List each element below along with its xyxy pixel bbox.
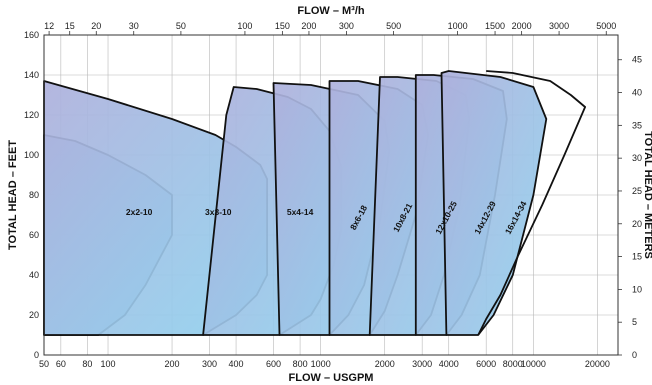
right-tick-label: 45 <box>632 55 642 65</box>
region-label-2x2-10: 2x2-10 <box>126 207 153 217</box>
top-tick-label: 200 <box>301 21 316 31</box>
top-tick-label: 15 <box>65 21 75 31</box>
plot-frame <box>43 34 619 356</box>
bottom-tick-label: 1000 <box>311 359 331 369</box>
top-tick-label: 5000 <box>596 21 616 31</box>
top-axis-title: FLOW – M³/h <box>297 5 364 17</box>
top-tick-label: 30 <box>129 21 139 31</box>
left-tick-label: 60 <box>29 230 39 240</box>
bottom-tick-label: 60 <box>56 359 66 369</box>
bottom-tick-label: 4000 <box>439 359 459 369</box>
top-tick-label: 300 <box>339 21 354 31</box>
left-tick-label: 0 <box>34 350 39 360</box>
top-tick-label: 1500 <box>485 21 505 31</box>
right-tick-label: 5 <box>632 317 637 327</box>
left-tick-label: 140 <box>24 70 39 80</box>
outer-boundary-curve <box>477 70 586 336</box>
right-tick-label: 25 <box>632 186 642 196</box>
bottom-tick-label: 800 <box>293 359 308 369</box>
top-tick-label: 3000 <box>549 21 569 31</box>
bottom-tick-label: 200 <box>165 359 180 369</box>
bottom-tick-label: 400 <box>229 359 244 369</box>
bottom-tick-label: 3000 <box>412 359 432 369</box>
right-tick-label: 40 <box>632 88 642 98</box>
bottom-tick-label: 6000 <box>476 359 496 369</box>
bottom-tick-label: 100 <box>101 359 116 369</box>
top-tick-label: 12 <box>44 21 54 31</box>
bottom-tick-label: 50 <box>39 359 49 369</box>
region-16x14-34 <box>440 70 548 336</box>
bottom-tick-label: 8000 <box>503 359 523 369</box>
bottom-tick-label: 300 <box>202 359 217 369</box>
left-tick-label: 120 <box>24 110 39 120</box>
right-tick-label: 20 <box>632 219 642 229</box>
region-label-3x3-10: 3x3-10 <box>205 207 232 217</box>
top-tick-label: 500 <box>386 21 401 31</box>
left-tick-label: 160 <box>24 30 39 40</box>
top-tick-label: 20 <box>91 21 101 31</box>
left-axis-title: TOTAL HEAD – FEET <box>7 140 19 250</box>
top-tick-label: 50 <box>176 21 186 31</box>
bottom-tick-label: 2000 <box>375 359 395 369</box>
bottom-tick-label: 80 <box>82 359 92 369</box>
left-tick-label: 40 <box>29 270 39 280</box>
right-tick-label: 35 <box>632 120 642 130</box>
left-tick-label: 100 <box>24 150 39 160</box>
top-tick-label: 100 <box>237 21 252 31</box>
pump-regions <box>43 70 586 336</box>
top-tick-label: 1000 <box>448 21 468 31</box>
left-tick-label: 20 <box>29 310 39 320</box>
right-tick-label: 0 <box>632 350 637 360</box>
right-tick-label: 30 <box>632 153 642 163</box>
left-tick-label: 80 <box>29 190 39 200</box>
top-tick-label: 2000 <box>512 21 532 31</box>
bottom-tick-label: 20000 <box>585 359 610 369</box>
bottom-axis-title: FLOW – USGPM <box>289 372 374 384</box>
top-tick-label: 150 <box>275 21 290 31</box>
bottom-tick-label: 10000 <box>521 359 546 369</box>
region-label-5x4-14: 5x4-14 <box>287 207 314 217</box>
right-tick-label: 15 <box>632 252 642 262</box>
bottom-tick-label: 600 <box>266 359 281 369</box>
right-axis-title: TOTAL HEAD – METERS <box>642 131 652 259</box>
right-tick-label: 10 <box>632 284 642 294</box>
